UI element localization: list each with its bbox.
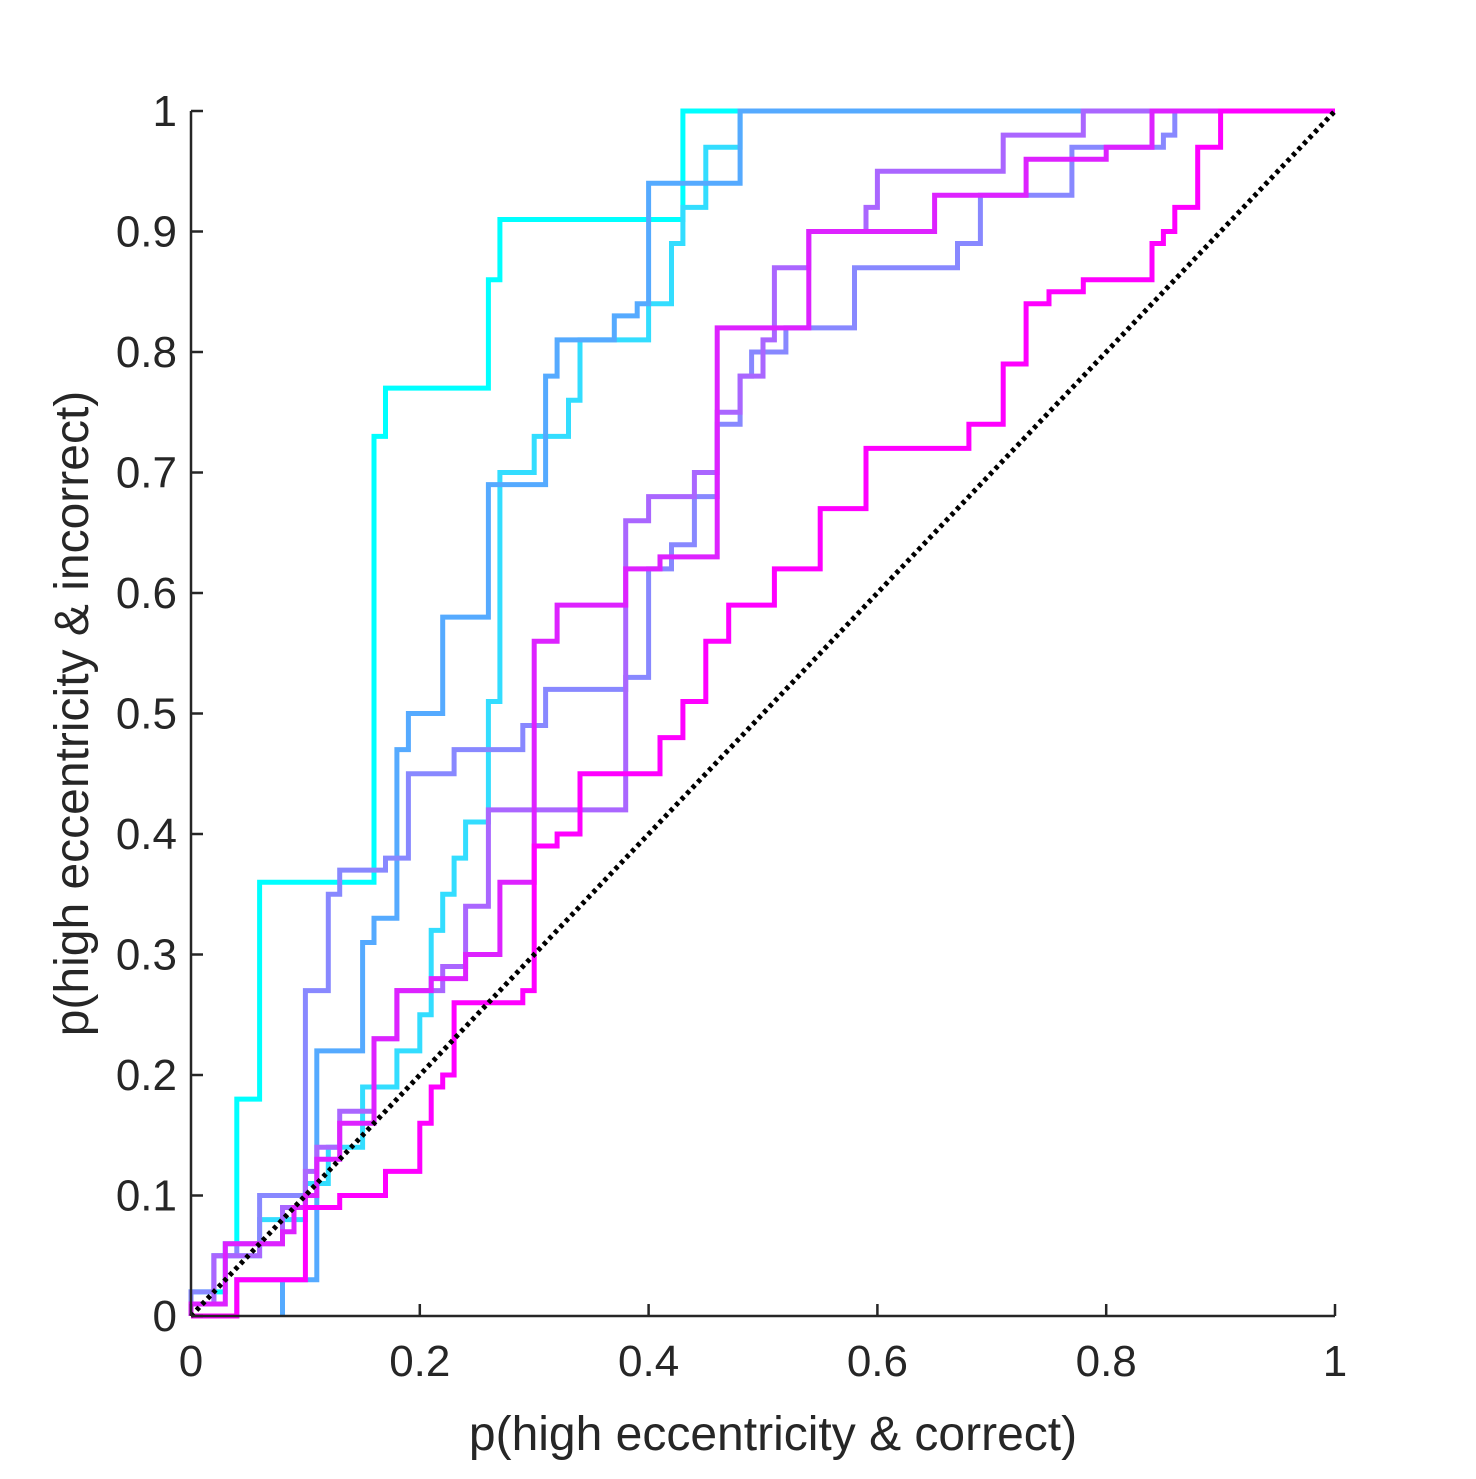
chance-diagonal-line <box>189 109 1337 1318</box>
x-tick-label: 0 <box>179 1337 203 1386</box>
x-tick-label: 1 <box>1323 1337 1347 1386</box>
y-tick-label: 0.9 <box>116 208 177 257</box>
ticks: 0 0.2 0.4 0.6 0.8 1 0 0.1 0.2 0.3 0.4 0.5 0.6 0.7 0.8 0… <box>116 87 1347 1386</box>
x-tick-label: 0.4 <box>618 1337 679 1386</box>
series-line-6 <box>188 108 1335 1316</box>
y-tick-label: 0.6 <box>116 569 177 618</box>
x-tick-label: 0.6 <box>847 1337 908 1386</box>
y-tick-label: 0.8 <box>116 328 177 377</box>
series-layer <box>188 108 1335 1319</box>
series-line-2 <box>188 108 1335 1316</box>
y-axis-label: p(high eccentricity & incorrect) <box>46 391 99 1037</box>
y-tick-label: 0.4 <box>116 810 177 859</box>
x-tick-label: 0.2 <box>389 1337 450 1386</box>
x-axis-label: p(high eccentricity & correct) <box>469 1408 1077 1461</box>
x-tick-label: 0.8 <box>1076 1337 1137 1386</box>
y-tick-label: 0.2 <box>116 1051 177 1100</box>
y-tick-label: 0 <box>153 1292 177 1341</box>
y-tick-label: 0.1 <box>116 1172 177 1221</box>
y-tick-label: 0.7 <box>116 449 177 498</box>
y-tick-label: 0.3 <box>116 931 177 980</box>
y-tick-label: 0.5 <box>116 690 177 739</box>
series-line-4 <box>188 108 1335 1316</box>
series-line-7 <box>191 108 1335 1319</box>
y-tick-label: 1 <box>153 87 177 136</box>
